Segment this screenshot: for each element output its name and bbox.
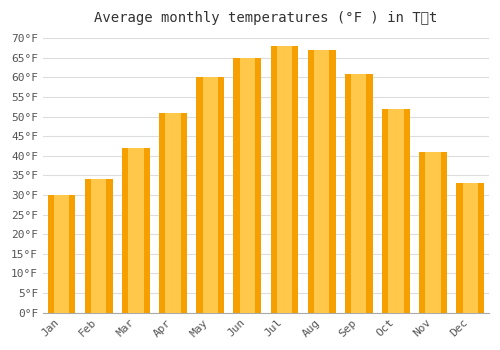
- Bar: [277, 46, 292, 313]
- Bar: [196, 77, 224, 313]
- Bar: [456, 183, 484, 313]
- Bar: [270, 46, 298, 313]
- Title: Average monthly temperatures (°F ) in Tết: Average monthly temperatures (°F ) in Tế…: [94, 11, 438, 25]
- Bar: [54, 195, 69, 313]
- Bar: [202, 77, 218, 313]
- Bar: [388, 109, 404, 313]
- Bar: [91, 180, 106, 313]
- Bar: [240, 58, 255, 313]
- Bar: [351, 74, 366, 313]
- Bar: [85, 180, 112, 313]
- Bar: [234, 58, 262, 313]
- Bar: [426, 152, 441, 313]
- Bar: [122, 148, 150, 313]
- Bar: [345, 74, 373, 313]
- Bar: [419, 152, 447, 313]
- Bar: [382, 109, 410, 313]
- Bar: [462, 183, 478, 313]
- Bar: [128, 148, 144, 313]
- Bar: [166, 113, 180, 313]
- Bar: [314, 50, 330, 313]
- Bar: [308, 50, 336, 313]
- Bar: [48, 195, 76, 313]
- Bar: [159, 113, 187, 313]
